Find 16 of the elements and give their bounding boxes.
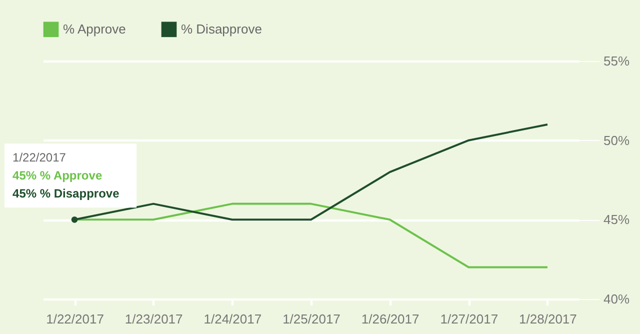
legend-label: % Disapprove (181, 21, 262, 36)
x-tick-label: 1/24/2017 (204, 312, 262, 326)
x-tick-label: 1/28/2017 (519, 312, 577, 326)
legend-label: % Approve (63, 21, 126, 36)
annotation: 45% % Disapprove (12, 186, 120, 201)
x-tick-label: 1/26/2017 (361, 312, 420, 326)
y-tick-label: 55% (604, 54, 630, 68)
x-tick-label: 1/23/2017 (124, 312, 183, 326)
annotation: 1/22/2017 (12, 150, 66, 165)
x-tick-label: 1/27/2017 (440, 312, 498, 326)
x-tick-label: 1/22/2017 (46, 312, 104, 326)
y-tick-label: 40% (604, 292, 630, 306)
annotation: 45% % Approve (12, 168, 102, 183)
y-tick-label: 45% (604, 212, 630, 228)
x-tick-label: 1/25/2017 (282, 312, 340, 326)
y-tick-label: 50% (604, 132, 630, 148)
